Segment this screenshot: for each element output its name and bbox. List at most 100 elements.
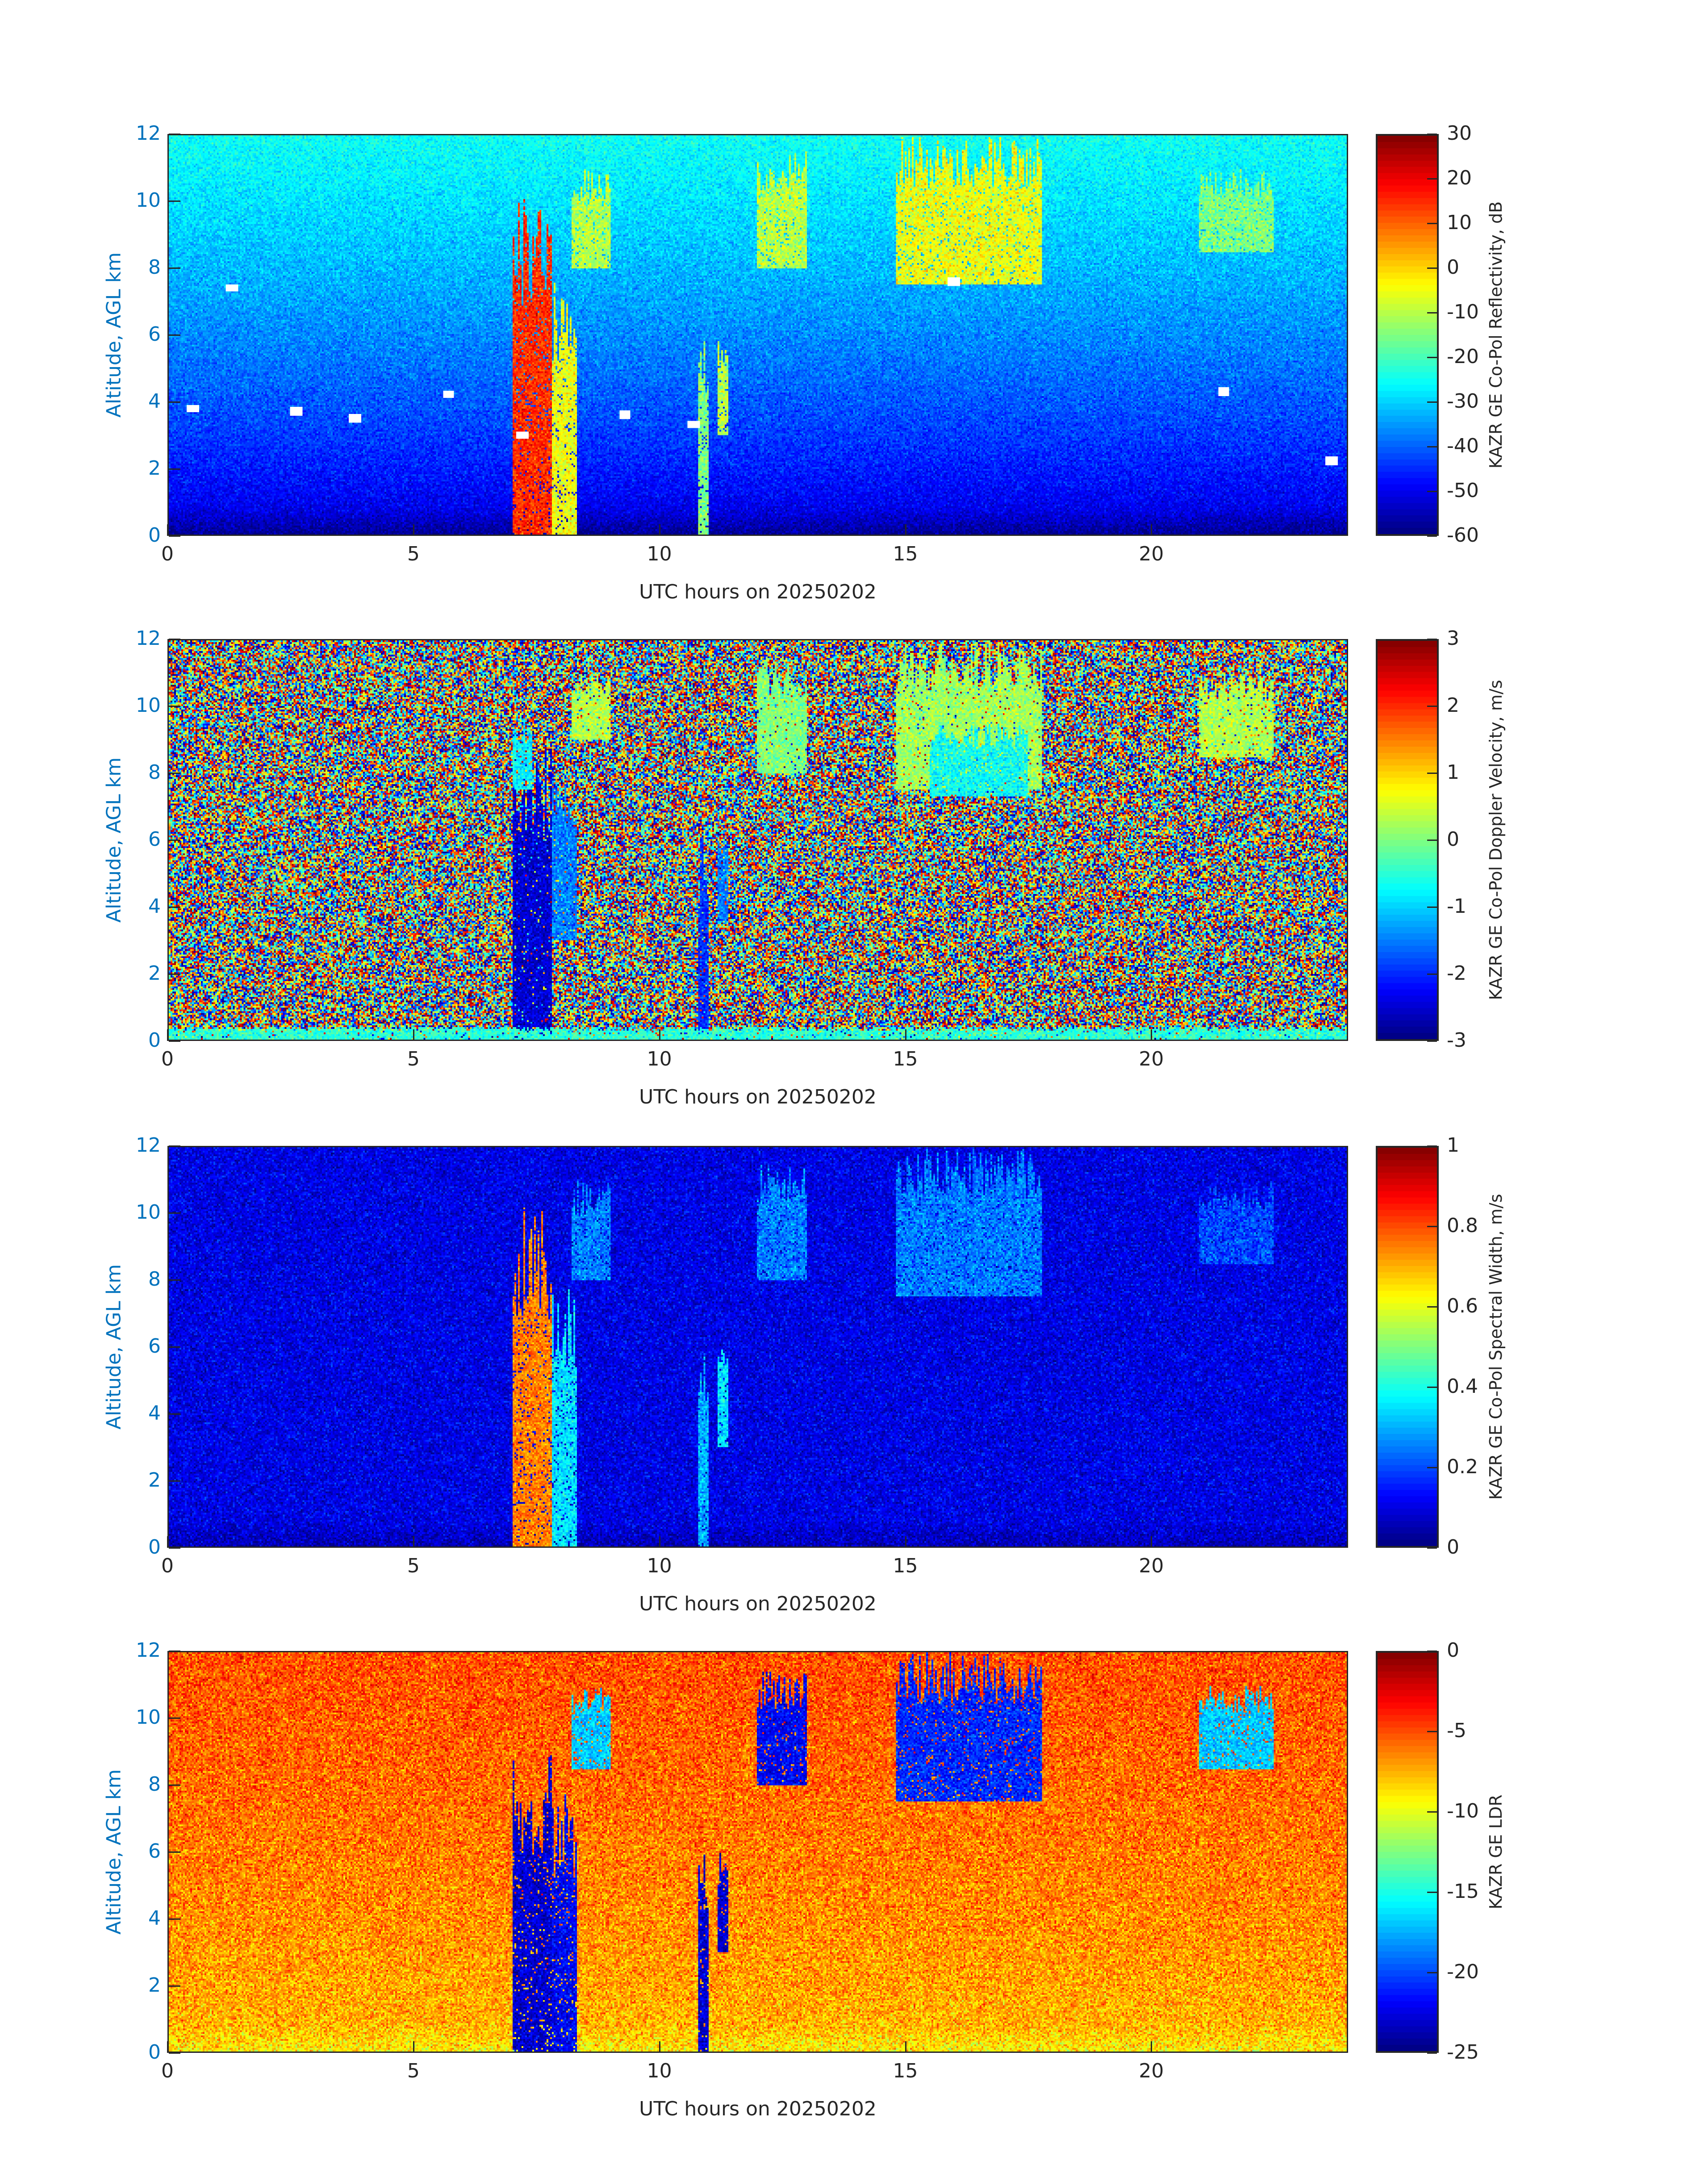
colorbar-tick-label: -30: [1447, 390, 1479, 413]
y-tick-label: 12: [136, 627, 161, 650]
y-tick-label: 4: [148, 1907, 161, 1930]
colorbar: [1376, 1146, 1439, 1548]
heatmap-image: [169, 1147, 1347, 1546]
x-tick-label: 15: [893, 543, 918, 565]
colorbar-label: KAZR GE Co-Pol Reflectivity, dB: [1486, 201, 1506, 469]
x-tick-mark: [1151, 1536, 1153, 1548]
x-tick-label: 0: [161, 2060, 174, 2082]
x-tick-mark: [413, 524, 414, 536]
y-tick-mark: [169, 134, 180, 135]
x-tick-label: 15: [893, 2060, 918, 2082]
y-tick-label: 0: [148, 1536, 161, 1559]
y-tick-label: 2: [148, 962, 161, 985]
y-tick-label: 6: [148, 828, 161, 851]
panel-2: 0 2 4 6 8 10 12 0 5 10 15 20 UTC hours on 20250202 Al…: [0, 627, 1708, 1144]
heatmap-image: [169, 135, 1347, 535]
colorbar: [1376, 1651, 1439, 2053]
x-tick-mark: [905, 1029, 906, 1041]
colorbar: [1376, 639, 1439, 1041]
x-tick-mark: [167, 1536, 168, 1548]
x-tick-mark: [167, 1029, 168, 1041]
x-axis-label: UTC hours on 20250202: [639, 2098, 877, 2120]
colorbar-label: KAZR GE Co-Pol Doppler Velocity, m/s: [1486, 680, 1506, 1000]
panel-4: 0 2 4 6 8 10 12 0 5 10 15 20 UTC hours on 20250202 Al…: [0, 1639, 1708, 2156]
colorbar-tick-mark: [1427, 1040, 1437, 1042]
x-tick-label: 0: [161, 1554, 174, 1577]
y-tick-label: 6: [148, 1840, 161, 1863]
y-axis-label: Altitude, AGL km: [102, 252, 125, 418]
x-tick-label: 5: [407, 1048, 420, 1070]
x-tick-label: 20: [1139, 1048, 1164, 1070]
colorbar-gradient: [1378, 1653, 1437, 2051]
colorbar-tick-mark: [1427, 178, 1437, 180]
x-tick-mark: [1151, 1029, 1153, 1041]
colorbar-tick-label: -60: [1447, 524, 1479, 547]
colorbar-label: KAZR GE LDR: [1486, 1794, 1506, 1910]
colorbar-tick-label: 2: [1447, 694, 1459, 717]
y-axis-label: Altitude, AGL km: [102, 1264, 125, 1430]
colorbar-tick-mark: [1427, 2052, 1437, 2054]
x-tick-label: 10: [647, 2060, 672, 2082]
colorbar-tick-label: 10: [1447, 211, 1472, 234]
colorbar-tick-mark: [1427, 267, 1437, 269]
y-tick-mark: [169, 974, 180, 975]
y-tick-mark: [169, 2052, 180, 2054]
y-tick-mark: [169, 1985, 180, 1987]
y-tick-mark: [169, 1212, 180, 1214]
y-tick-mark: [169, 1547, 180, 1549]
colorbar-tick-mark: [1427, 223, 1437, 224]
y-tick-mark: [169, 1346, 180, 1348]
colorbar-tick-label: -20: [1447, 1960, 1479, 1983]
y-tick-mark: [169, 1717, 180, 1719]
heatmap-plot-area: [167, 639, 1348, 1041]
x-tick-label: 5: [407, 2060, 420, 2082]
y-tick-label: 8: [148, 1773, 161, 1796]
colorbar-tick-mark: [1427, 446, 1437, 447]
colorbar-gradient: [1378, 136, 1437, 534]
y-tick-label: 8: [148, 1268, 161, 1291]
y-tick-label: 10: [136, 694, 161, 717]
y-tick-mark: [169, 907, 180, 908]
colorbar-tick-mark: [1427, 1547, 1437, 1549]
y-tick-mark: [169, 1480, 180, 1482]
colorbar-tick-mark: [1427, 639, 1437, 640]
x-tick-mark: [413, 1029, 414, 1041]
x-tick-label: 20: [1139, 2060, 1164, 2082]
y-tick-label: 6: [148, 1335, 161, 1358]
colorbar-tick-label: -25: [1447, 2041, 1479, 2064]
heatmap-image: [169, 1652, 1347, 2052]
y-tick-label: 4: [148, 1402, 161, 1425]
colorbar-tick-label: 0.4: [1447, 1375, 1478, 1398]
colorbar-gradient: [1378, 641, 1437, 1039]
y-tick-label: 10: [136, 1201, 161, 1224]
y-tick-label: 6: [148, 323, 161, 346]
x-tick-mark: [659, 1536, 660, 1548]
y-tick-label: 10: [136, 189, 161, 212]
y-tick-mark: [169, 1651, 180, 1652]
y-tick-mark: [169, 1784, 180, 1786]
colorbar-tick-mark: [1427, 840, 1437, 841]
y-tick-mark: [169, 1413, 180, 1415]
heatmap-image: [169, 640, 1347, 1040]
x-axis-label: UTC hours on 20250202: [639, 1592, 877, 1615]
colorbar-tick-mark: [1427, 1467, 1437, 1468]
x-tick-label: 20: [1139, 1554, 1164, 1577]
colorbar-tick-mark: [1427, 974, 1437, 975]
x-tick-mark: [167, 524, 168, 536]
colorbar-tick-mark: [1427, 491, 1437, 492]
x-tick-mark: [1151, 2041, 1153, 2053]
y-tick-label: 4: [148, 390, 161, 413]
colorbar-tick-label: 0: [1447, 256, 1459, 279]
x-tick-mark: [905, 2041, 906, 2053]
y-tick-label: 2: [148, 1974, 161, 1997]
heatmap-plot-area: [167, 1651, 1348, 2053]
x-tick-label: 5: [407, 543, 420, 565]
colorbar-tick-label: 0.6: [1447, 1295, 1478, 1317]
colorbar-tick-mark: [1427, 1387, 1437, 1388]
colorbar-tick-mark: [1427, 1811, 1437, 1813]
x-tick-label: 10: [647, 543, 672, 565]
y-tick-label: 4: [148, 895, 161, 918]
colorbar-tick-label: -10: [1447, 1800, 1479, 1822]
colorbar: [1376, 134, 1439, 536]
